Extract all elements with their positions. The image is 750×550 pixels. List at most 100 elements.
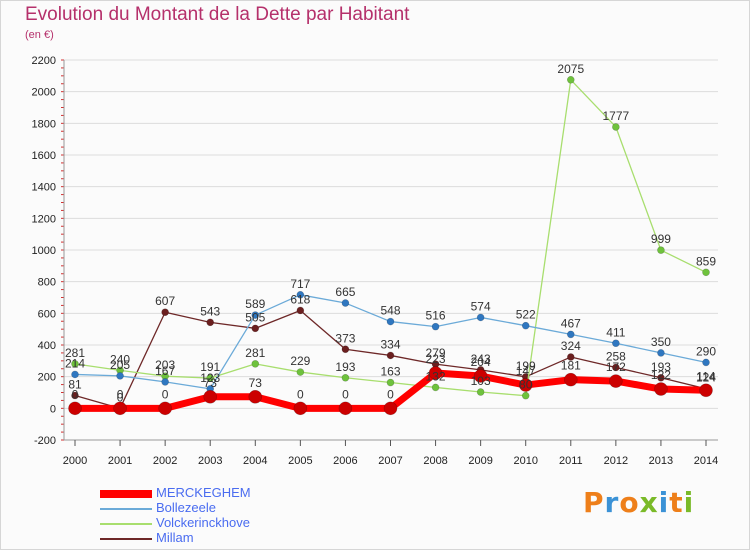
data-point-bollezeele: [251, 311, 260, 319]
data-point-millam: [657, 373, 665, 382]
data-label: 350: [651, 335, 671, 349]
data-label: 229: [290, 354, 310, 368]
legend-item-bollezeele: Bollezeele: [100, 500, 400, 516]
data-point-bollezeele: [296, 291, 305, 299]
data-label: 1777: [603, 109, 630, 123]
data-point-merckeghem: [68, 401, 82, 416]
data-point-merckeghem: [203, 389, 218, 404]
legend-item-volckerinckhove: Volckerinckhove: [100, 515, 400, 531]
data-labels: 0 0 0 73 73 0 0 0 223 204 147 181 172 122 114 214 205 167…: [65, 62, 716, 405]
data-label: 411: [606, 325, 625, 339]
x-tick-label: 2007: [378, 455, 402, 467]
data-label: 181: [561, 359, 581, 373]
data-point-bollezeele: [431, 322, 440, 331]
data-label: 114: [696, 369, 715, 383]
data-label: 0: [387, 387, 394, 401]
data-label: 548: [380, 304, 400, 318]
data-label: 505: [245, 310, 265, 324]
data-point-merckeghem: [383, 401, 398, 416]
data-label: 717: [290, 277, 310, 291]
data-point-volckerinckhove: [702, 268, 710, 277]
data-point-bollezeele: [612, 339, 620, 348]
data-point-volckerinckhove: [296, 368, 305, 376]
y-tick-label: 1600: [32, 150, 56, 162]
data-point-bollezeele: [657, 349, 665, 357]
y-tick-label: 1000: [32, 245, 56, 257]
y-tick-label: 0: [50, 403, 56, 415]
data-label: 191: [200, 360, 220, 374]
logo-letter: i: [658, 486, 670, 519]
data-label: 999: [651, 232, 671, 246]
y-tick-label: 400: [38, 340, 56, 352]
data-label: 281: [65, 346, 85, 360]
y-tick-label: 800: [38, 277, 56, 289]
x-tick-label: 2005: [288, 455, 312, 467]
data-label: 0: [72, 387, 79, 401]
x-tick-label: 2014: [694, 455, 718, 467]
data-label: 665: [335, 285, 355, 299]
data-label: 73: [249, 376, 263, 390]
logo-letter: o: [619, 486, 640, 519]
x-tick-label: 2004: [243, 455, 267, 467]
legend-label: Millam: [156, 530, 194, 545]
data-label: 0: [342, 387, 349, 401]
data-point-bollezeele: [116, 372, 124, 380]
data-point-millam: [251, 324, 260, 333]
data-label: 373: [335, 331, 355, 345]
legend-item-merckeghem: MERCKEGHEM: [100, 485, 400, 501]
series-group: [68, 75, 713, 416]
y-tick-label: 2200: [32, 55, 56, 67]
data-label: 281: [245, 346, 265, 360]
data-label: 574: [471, 299, 491, 313]
legend-swatch: [100, 538, 152, 540]
data-point-bollezeele: [521, 321, 530, 330]
data-point-merckeghem: [699, 383, 713, 398]
x-tick-label: 2008: [423, 455, 447, 467]
data-point-millam: [296, 306, 305, 315]
data-point-bollezeele: [702, 358, 710, 367]
data-label: 467: [561, 316, 581, 330]
x-tick-label: 2009: [468, 455, 492, 467]
data-point-merckeghem: [248, 389, 263, 404]
data-point-volckerinckhove: [476, 388, 485, 396]
data-point-volckerinckhove: [566, 75, 575, 84]
x-tick-label: 2010: [513, 455, 537, 467]
legend-label: MERCKEGHEM: [156, 485, 251, 500]
legend-label: Volckerinckhove: [156, 515, 250, 530]
data-label: 172: [606, 360, 626, 374]
data-label: 193: [335, 360, 355, 374]
data-point-millam: [71, 391, 79, 400]
y-tick-label: 1200: [32, 213, 56, 225]
y-tick-label: 1800: [32, 118, 56, 130]
legend-swatch: [100, 508, 152, 510]
proxiti-logo: Proxiti: [583, 486, 694, 519]
data-point-bollezeele: [476, 313, 485, 322]
x-tick-label: 2001: [108, 455, 132, 467]
data-point-millam: [161, 308, 169, 317]
y-tick-label: 600: [38, 308, 56, 320]
data-label: 859: [696, 254, 716, 268]
data-label: 199: [516, 359, 536, 373]
data-label: 81: [68, 378, 82, 392]
data-point-bollezeele: [161, 378, 169, 386]
data-label: 124: [696, 371, 716, 385]
data-label: 147: [516, 364, 536, 378]
data-label: 240: [110, 352, 130, 366]
data-label: 0: [162, 387, 169, 401]
data-point-bollezeele: [71, 370, 79, 379]
unit-label: (en €): [25, 29, 54, 41]
data-point-merckeghem: [518, 378, 533, 392]
data-label: 334: [380, 337, 400, 351]
data-point-bollezeele: [386, 317, 395, 326]
data-label: 0: [117, 387, 124, 401]
x-tick-label: 2011: [559, 455, 583, 467]
data-point-merckeghem: [609, 374, 623, 388]
data-label: 193: [651, 360, 671, 374]
data-point-merckeghem: [654, 382, 668, 396]
data-label: 132: [426, 369, 446, 383]
data-label: 589: [245, 297, 265, 311]
data-point-bollezeele: [566, 330, 575, 339]
legend-swatch: [100, 523, 152, 525]
chart-title: Evolution du Montant de la Dette par Hab…: [25, 4, 410, 25]
data-point-volckerinckhove: [612, 123, 620, 131]
